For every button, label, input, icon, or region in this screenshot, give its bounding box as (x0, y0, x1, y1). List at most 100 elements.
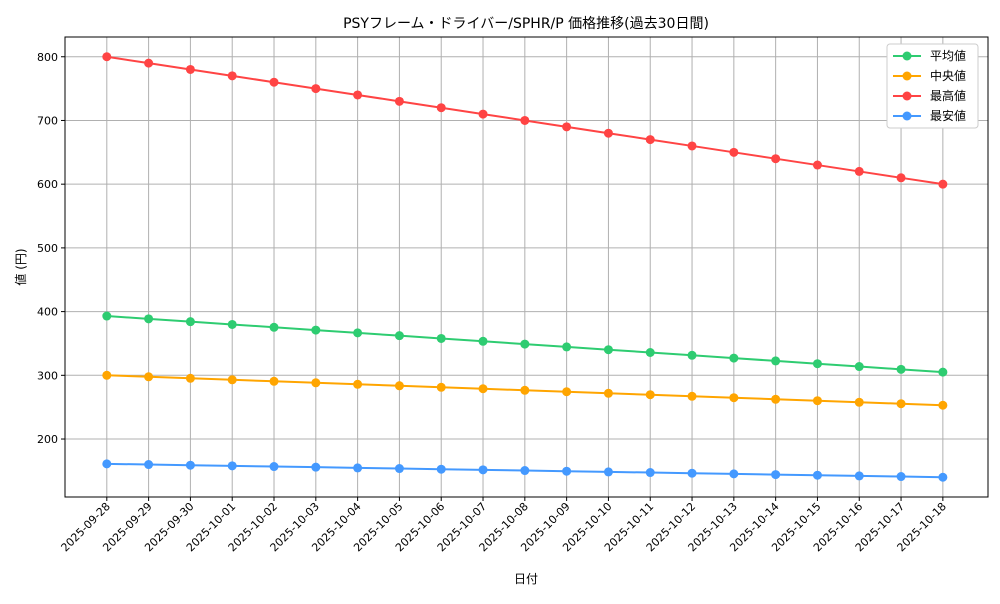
data-point (645, 468, 655, 478)
y-tick-label: 800 (37, 51, 58, 64)
legend-marker (902, 111, 912, 121)
data-point (938, 400, 948, 410)
data-point (896, 364, 906, 374)
data-point (144, 460, 154, 470)
grid (65, 37, 988, 497)
data-point (938, 367, 948, 377)
legend-label: 平均値 (930, 48, 966, 63)
data-point (185, 460, 195, 470)
legend-marker (902, 71, 912, 81)
data-point (812, 396, 822, 406)
data-point (353, 328, 363, 338)
y-axis: 200 300 400 500 600 700 800 (37, 51, 65, 446)
data-point (269, 376, 279, 386)
data-point (353, 90, 363, 100)
y-tick-label: 600 (37, 178, 58, 191)
legend-marker (902, 91, 912, 101)
data-point (311, 325, 321, 335)
y-tick-label: 200 (37, 433, 58, 446)
data-point (771, 470, 781, 480)
series-2 (102, 52, 948, 189)
data-point (854, 362, 864, 372)
data-point (102, 459, 112, 469)
data-point (144, 314, 154, 324)
data-point (269, 462, 279, 472)
series-3 (102, 459, 948, 482)
legend-entry: 最安値 (893, 108, 966, 123)
data-point (520, 115, 530, 125)
data-point (311, 378, 321, 388)
data-point (896, 173, 906, 183)
data-point (687, 350, 697, 360)
data-point (185, 317, 195, 327)
data-point (311, 462, 321, 472)
data-point (896, 399, 906, 409)
data-point (603, 467, 613, 477)
data-point (687, 391, 697, 401)
data-point (603, 345, 613, 355)
legend-label: 最高値 (930, 88, 966, 103)
series-1 (102, 370, 948, 410)
data-point (144, 58, 154, 68)
data-point (102, 311, 112, 321)
data-point (394, 381, 404, 391)
data-point (896, 472, 906, 482)
data-point (436, 103, 446, 113)
data-point (102, 370, 112, 380)
data-point (562, 342, 572, 352)
data-point (478, 336, 488, 346)
data-point (269, 77, 279, 87)
legend-label: 最安値 (930, 108, 966, 123)
x-axis-label: 日付 (514, 572, 538, 586)
data-point (185, 64, 195, 74)
data-point (645, 348, 655, 358)
data-point (854, 166, 864, 176)
data-point (645, 135, 655, 145)
legend-box (886, 43, 979, 129)
data-point (562, 387, 572, 397)
data-point (854, 397, 864, 407)
data-point (771, 394, 781, 404)
data-point (144, 372, 154, 382)
data-point (520, 339, 530, 349)
data-point (771, 356, 781, 366)
data-point (436, 333, 446, 343)
legend-entry: 中央値 (893, 68, 966, 83)
data-point (812, 359, 822, 369)
data-point (227, 319, 237, 329)
legend-marker (902, 51, 912, 61)
data-point (938, 472, 948, 482)
data-point (478, 384, 488, 394)
y-tick-label: 700 (37, 114, 58, 127)
data-point (520, 466, 530, 476)
data-point (562, 466, 572, 476)
data-point (854, 471, 864, 481)
data-point (353, 463, 363, 473)
data-point (562, 122, 572, 132)
data-point (478, 465, 488, 475)
data-point (687, 468, 697, 478)
data-point (185, 373, 195, 383)
legend-entry: 最高値 (893, 88, 966, 103)
y-axis-label: 値 (円) (13, 248, 28, 285)
data-point (812, 470, 822, 480)
data-point (227, 461, 237, 471)
y-tick-label: 300 (37, 369, 58, 382)
data-point (603, 388, 613, 398)
y-tick-label: 500 (37, 242, 58, 255)
data-point (227, 375, 237, 385)
data-point (102, 52, 112, 62)
data-point (394, 331, 404, 341)
data-point (771, 154, 781, 164)
series-group (102, 52, 948, 482)
data-point (645, 390, 655, 400)
data-point (520, 385, 530, 395)
data-point (938, 179, 948, 189)
data-point (729, 393, 739, 403)
series-0 (102, 311, 948, 377)
data-point (436, 382, 446, 392)
data-point (729, 469, 739, 479)
data-point (311, 84, 321, 94)
